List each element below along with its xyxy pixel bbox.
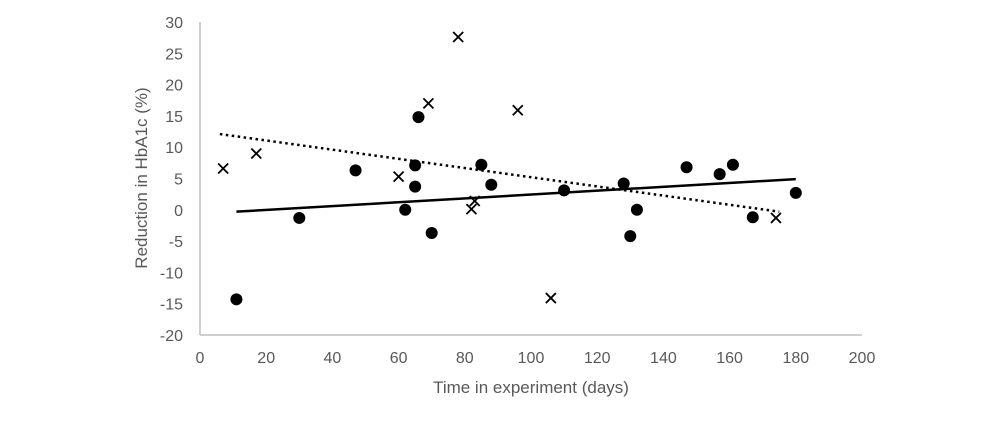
x-tick-label: 140: [650, 350, 677, 367]
data-point-circle: [713, 168, 726, 181]
x-tick-label: 200: [849, 350, 876, 367]
x-tick-label: 80: [456, 350, 474, 367]
data-point-circle: [412, 111, 425, 124]
data-point-circle: [558, 184, 571, 197]
y-tick-label: -10: [160, 265, 183, 282]
data-point-circle: [293, 211, 306, 224]
x-marker-stroke: [770, 212, 782, 224]
data-point-circle: [399, 203, 412, 216]
data-point-circle: [349, 164, 362, 177]
trendline-series-2: [219, 132, 780, 213]
data-point-x: [512, 104, 524, 116]
x-marker-stroke: [452, 31, 464, 43]
data-point-circle: [617, 177, 630, 190]
data-point-circle: [624, 230, 637, 243]
x-tick-label: 160: [716, 350, 743, 367]
trendline-series-1: [236, 177, 796, 213]
y-tick-label: -15: [160, 297, 183, 314]
x-tick-label: 120: [584, 350, 611, 367]
y-tick-label: -20: [160, 328, 183, 345]
data-point-circle: [409, 159, 422, 172]
y-tick-label: -5: [169, 234, 183, 251]
x-tick-label: 0: [196, 350, 205, 367]
x-marker-stroke: [465, 203, 478, 215]
data-point-x: [250, 147, 262, 160]
y-tick-label: 5: [174, 172, 183, 189]
x-marker-stroke: [512, 104, 524, 116]
data-point-circle: [789, 186, 802, 199]
x-marker-stroke: [422, 97, 435, 110]
x-tick-label: 40: [324, 350, 342, 367]
y-tick-label: 10: [165, 140, 183, 157]
x-marker-stroke: [545, 292, 557, 304]
x-tick-label: 60: [390, 350, 408, 367]
data-point-x: [770, 212, 782, 224]
data-point-circle: [746, 211, 759, 224]
y-tick-label: 15: [165, 109, 183, 126]
x-marker-stroke: [217, 162, 229, 175]
y-tick-label: 30: [165, 15, 183, 32]
y-tick-label: 25: [165, 46, 183, 63]
data-point-x: [465, 203, 478, 215]
x-axis-label: Time in experiment (days): [433, 378, 629, 397]
x-marker-stroke: [250, 147, 262, 160]
y-axis-label: Reduction in HbA1c (%): [132, 87, 151, 268]
x-marker-stroke: [392, 170, 405, 183]
data-point-x: [392, 170, 405, 183]
x-tick-label: 20: [257, 350, 275, 367]
x-marker-stroke: [469, 195, 481, 207]
data-point-x: [452, 31, 464, 43]
x-tick-label: 180: [782, 350, 809, 367]
data-point-x: [545, 292, 557, 304]
data-point-circle: [425, 226, 438, 239]
data-point-x: [469, 195, 481, 207]
data-point-circle: [409, 180, 422, 193]
data-point-circle: [475, 158, 488, 171]
data-point-circle: [630, 203, 643, 216]
data-point-circle: [230, 293, 243, 306]
data-point-circle: [485, 178, 498, 191]
x-tick-label: 100: [518, 350, 545, 367]
data-point-circle: [680, 161, 693, 174]
data-point-x: [217, 162, 229, 175]
y-tick-label: 20: [165, 78, 183, 95]
y-tick-label: 0: [174, 203, 183, 220]
data-point-circle: [726, 158, 739, 171]
data-point-x: [422, 97, 435, 110]
